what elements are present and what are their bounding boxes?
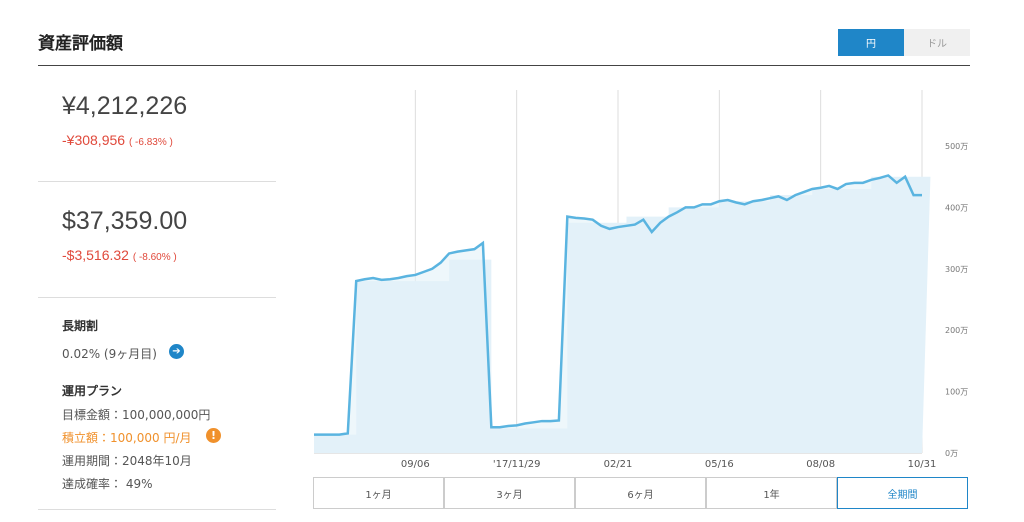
value-area <box>314 175 922 454</box>
plan-label: 運用プラン <box>62 384 123 398</box>
range-button-active[interactable]: 全期間 <box>837 477 968 509</box>
divider <box>38 181 276 182</box>
x-tick-label: 10/31 <box>908 459 937 470</box>
plan-target: 目標金額：100,000,000円 <box>62 408 211 422</box>
warning-icon[interactable]: ! <box>206 428 221 443</box>
divider <box>38 509 276 510</box>
x-tick-label: 08/08 <box>806 459 835 470</box>
divider <box>38 297 276 298</box>
discount-link[interactable]: ➔ <box>169 344 184 359</box>
page-title: 資産評価額 <box>38 34 123 54</box>
usd-total: $37,359.00 <box>62 207 188 235</box>
plan-monthly: 積立額：100,000 円/月 <box>62 431 192 445</box>
usd-pct: ( -8.60% ) <box>132 252 177 263</box>
plan-period: 運用期間：2048年10月 <box>62 454 192 468</box>
x-tick-label: 02/21 <box>604 459 633 470</box>
y-tick-label: 200万 <box>945 326 968 335</box>
value-line <box>314 174 922 436</box>
y-tick-label: 100万 <box>945 388 968 397</box>
yen-change: -¥308,956 ( -6.83% ) <box>62 132 173 148</box>
range-button[interactable]: 1ヶ月 <box>313 477 444 509</box>
range-button[interactable]: 3ヶ月 <box>444 477 575 509</box>
y-tick-label: 0万 <box>945 449 958 458</box>
range-button[interactable]: 6ヶ月 <box>575 477 706 509</box>
usd-change: -$3,516.32 ( -8.60% ) <box>62 247 177 263</box>
x-tick-label: 05/16 <box>705 459 734 470</box>
header-rule <box>38 65 970 66</box>
plan-probability: 達成確率： 49% <box>62 477 153 491</box>
currency-dollar[interactable]: ドル <box>904 29 970 56</box>
y-tick-label: 400万 <box>945 203 968 212</box>
currency-yen[interactable]: 円 <box>838 29 904 56</box>
yen-diff: -¥308,956 <box>62 132 126 148</box>
usd-diff: -$3,516.32 <box>62 247 129 263</box>
y-tick-label: 500万 <box>945 142 968 151</box>
range-button[interactable]: 1年 <box>706 477 837 509</box>
discount-label: 長期割 <box>62 319 99 333</box>
x-tick-label: '17/11/29 <box>493 459 541 470</box>
y-tick-label: 300万 <box>945 265 968 274</box>
yen-total: ¥4,212,226 <box>62 92 188 120</box>
discount-value: 0.02% (9ヶ月目) <box>62 347 157 361</box>
yen-pct: ( -6.83% ) <box>128 137 173 148</box>
x-tick-label: 09/06 <box>401 459 430 470</box>
